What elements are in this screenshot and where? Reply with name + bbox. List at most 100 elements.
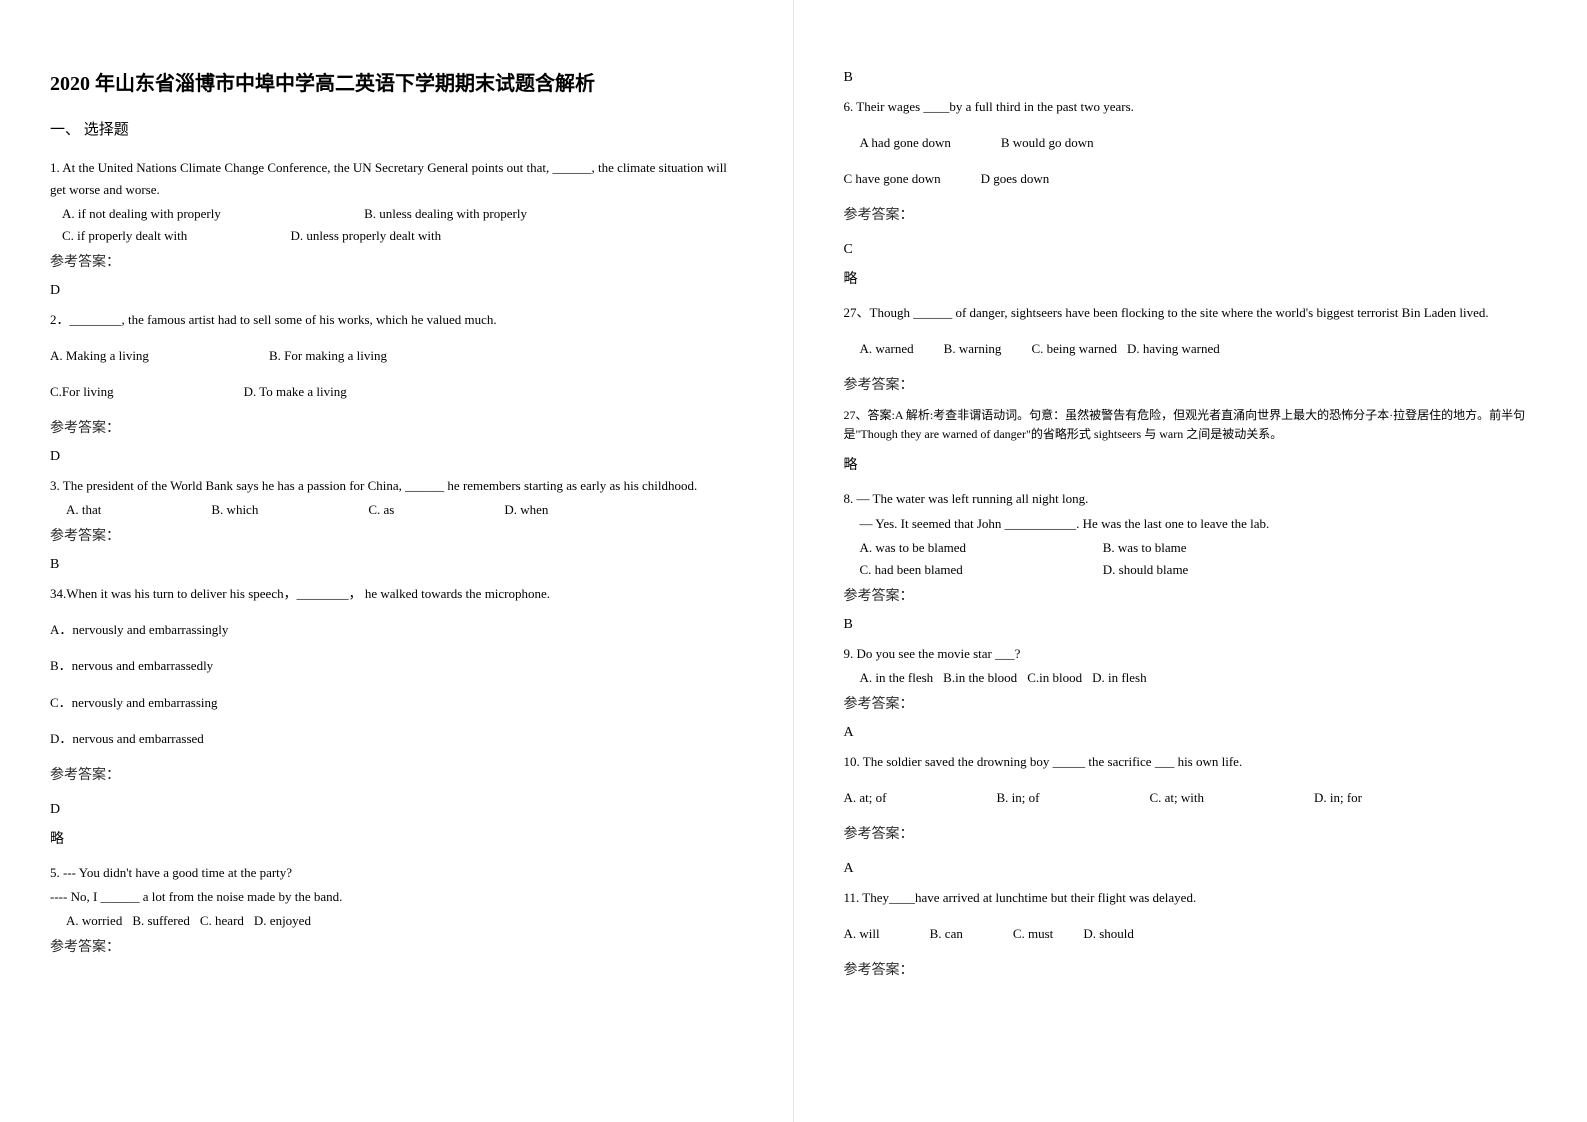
answer-label: 参考答案：: [50, 936, 743, 960]
option-d: D. enjoyed: [254, 910, 311, 932]
page-right: B 6. Their wages ____by a full third in …: [794, 0, 1587, 1122]
option-d: D．nervous and embarrassed: [50, 728, 743, 750]
option-a: A. worried: [66, 910, 122, 932]
option-c: C. at; with: [1149, 787, 1204, 809]
answer-label: 参考答案：: [50, 251, 743, 275]
option-b: B. was to blame: [1103, 540, 1187, 555]
question-9: 9. Do you see the movie star ___? A. in …: [844, 643, 1538, 717]
note-lue: 略: [50, 828, 743, 848]
question-text: 5. --- You didn't have a good time at th…: [50, 862, 743, 884]
option-b: B.in the blood: [943, 667, 1017, 689]
answer-label: 参考答案：: [844, 204, 1538, 228]
option-c: C. being warned: [1031, 338, 1117, 360]
options: A. at; of B. in; of C. at; with D. in; f…: [844, 787, 1538, 809]
note-lue: 略: [844, 268, 1538, 288]
answer: B: [50, 557, 743, 573]
options: A. worried B. suffered C. heard D. enjoy…: [66, 910, 743, 932]
explanation: 27、答案:A 解析:考查非谓语动词。句意：虽然被警告有危险，但观光者直涌向世界…: [844, 406, 1538, 444]
question-2: 2．________, the famous artist had to sel…: [50, 309, 743, 441]
answer-label: 参考答案：: [844, 693, 1538, 717]
options: A. warned B. warning C. being warned D. …: [860, 338, 1538, 360]
answer-label: 参考答案：: [844, 959, 1538, 983]
options: A. that B. which C. as D. when: [66, 499, 743, 521]
answer-label: 参考答案：: [844, 585, 1538, 609]
question-text: 1. At the United Nations Climate Change …: [50, 157, 743, 201]
option-a: A. that: [66, 499, 101, 521]
option-b: B. unless dealing with properly: [364, 206, 527, 221]
answer: A: [844, 861, 1538, 877]
option-a: A. if not dealing with properly: [62, 206, 221, 221]
question-27: 27、Though ______ of danger, sightseers h…: [844, 302, 1538, 398]
question-text: 2．________, the famous artist had to sel…: [50, 309, 743, 331]
options: A. was to be blamed B. was to blame C. h…: [860, 537, 1538, 581]
options: C.For living D. To make a living: [50, 381, 743, 403]
question-10: 10. The soldier saved the drowning boy _…: [844, 751, 1538, 847]
option-c: C. heard: [200, 910, 244, 932]
question-text: 3. The president of the World Bank says …: [50, 475, 743, 497]
options: A. Making a living B. For making a livin…: [50, 345, 743, 367]
options: C have gone down D goes down: [844, 168, 1538, 190]
option-d: D. in; for: [1314, 787, 1362, 809]
answer-label: 参考答案：: [844, 823, 1538, 847]
note-lue: 略: [844, 454, 1538, 474]
option-a: A. Making a living: [50, 345, 149, 367]
options: A had gone down B would go down: [860, 132, 1538, 154]
option-d: D. having warned: [1127, 338, 1220, 360]
options: A. in the flesh B.in the blood C.in bloo…: [860, 667, 1538, 689]
option-c: C. must: [1013, 923, 1053, 945]
question-text-2: — Yes. It seemed that John ___________. …: [860, 513, 1538, 535]
question-8: 8. — The water was left running all nigh…: [844, 488, 1538, 608]
option-b: B. For making a living: [269, 345, 387, 367]
option-d: D. should: [1083, 923, 1134, 945]
option-a: A. will: [844, 923, 880, 945]
question-6: 6. Their wages ____by a full third in th…: [844, 96, 1538, 228]
answer: B: [844, 70, 1538, 86]
question-3: 3. The president of the World Bank says …: [50, 475, 743, 549]
answer: B: [844, 617, 1538, 633]
option-b: B. which: [211, 499, 258, 521]
option-b: B. in; of: [996, 787, 1039, 809]
option-c: C. had been blamed: [860, 559, 1060, 581]
question-text: 6. Their wages ____by a full third in th…: [844, 96, 1538, 118]
answer: C: [844, 242, 1538, 258]
option-a: A. warned: [860, 338, 914, 360]
question-4: 34.When it was his turn to deliver his s…: [50, 583, 743, 787]
option-b: B. can: [930, 923, 963, 945]
option-c: C.in blood: [1027, 667, 1082, 689]
option-d: D. in flesh: [1092, 667, 1147, 689]
question-1: 1. At the United Nations Climate Change …: [50, 157, 743, 275]
answer-label: 参考答案：: [50, 417, 743, 441]
question-text: 10. The soldier saved the drowning boy _…: [844, 751, 1538, 773]
option-b: B would go down: [1001, 132, 1094, 154]
option-c: C. if properly dealt with: [62, 228, 187, 243]
question-text: 9. Do you see the movie star ___?: [844, 643, 1538, 665]
option-d: D. unless properly dealt with: [291, 228, 442, 243]
option-d: D. should blame: [1103, 562, 1189, 577]
option-a: A. was to be blamed: [860, 537, 1060, 559]
answer: D: [50, 283, 743, 299]
option-c: C have gone down: [844, 168, 941, 190]
options: A. will B. can C. must D. should: [844, 923, 1538, 945]
page-left: 2020 年山东省淄博市中埠中学高二英语下学期期末试题含解析 一、 选择题 1.…: [0, 0, 794, 1122]
option-d: D. when: [504, 499, 548, 521]
option-a: A. in the flesh: [860, 667, 934, 689]
option-a: A．nervously and embarrassingly: [50, 619, 743, 641]
section-header: 一、 选择题: [50, 118, 743, 139]
answer-label: 参考答案：: [50, 764, 743, 788]
answer-label: 参考答案：: [50, 525, 743, 549]
option-d: D goes down: [981, 168, 1050, 190]
answer: A: [844, 725, 1538, 741]
question-text: 27、Though ______ of danger, sightseers h…: [844, 302, 1538, 324]
document-title: 2020 年山东省淄博市中埠中学高二英语下学期期末试题含解析: [50, 70, 743, 98]
question-text-2: ---- No, I ______ a lot from the noise m…: [50, 886, 743, 908]
option-b: B. warning: [944, 338, 1002, 360]
option-c: C．nervously and embarrassing: [50, 692, 743, 714]
answer-label: 参考答案：: [844, 374, 1538, 398]
option-a: A. at; of: [844, 787, 887, 809]
question-5: 5. --- You didn't have a good time at th…: [50, 862, 743, 960]
answer: D: [50, 449, 743, 465]
question-text: 8. — The water was left running all nigh…: [844, 488, 1538, 510]
option-c: C. as: [368, 499, 394, 521]
option-b: B. suffered: [132, 910, 190, 932]
option-b: B．nervous and embarrassedly: [50, 655, 743, 677]
